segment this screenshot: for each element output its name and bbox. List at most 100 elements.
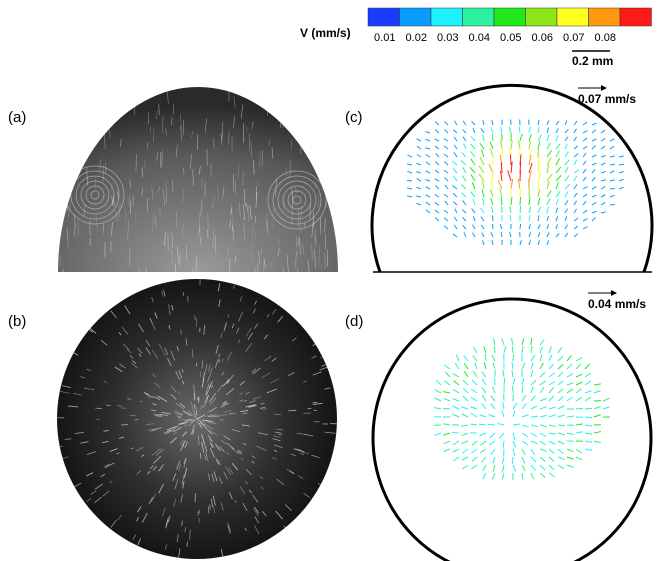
vector (491, 198, 493, 205)
vector (529, 240, 530, 245)
vector (454, 152, 457, 157)
vector (473, 347, 477, 353)
vector (531, 416, 538, 417)
vector (592, 169, 595, 173)
colorbar-swatch (463, 8, 495, 26)
vector (558, 457, 565, 460)
vector (538, 135, 541, 141)
streak (185, 527, 186, 532)
vector (574, 129, 577, 133)
vector (479, 415, 486, 417)
vector (471, 192, 475, 197)
vector (522, 378, 524, 385)
vector (603, 407, 610, 409)
vector (565, 233, 568, 237)
vector (547, 164, 549, 173)
vector (529, 224, 530, 229)
vector (417, 139, 421, 141)
vector (472, 441, 477, 446)
colorbar-swatch (400, 8, 432, 26)
vector (475, 362, 477, 369)
vector (444, 194, 448, 197)
vector (462, 210, 466, 213)
vector (540, 473, 545, 478)
vector (461, 184, 466, 189)
vector (407, 164, 412, 165)
streak (313, 90, 314, 98)
vector (493, 338, 495, 345)
vector (556, 175, 561, 181)
vector (417, 146, 421, 149)
vector (513, 433, 515, 440)
vector (473, 371, 477, 377)
vector (462, 433, 468, 436)
colorbar-swatch (494, 8, 526, 26)
vector (444, 398, 450, 401)
vector (531, 406, 537, 409)
vector (416, 187, 421, 189)
vector (453, 193, 457, 197)
vector (531, 465, 536, 470)
vector (549, 449, 554, 454)
streak (117, 100, 118, 112)
vector (558, 433, 565, 435)
vector (482, 190, 484, 197)
vector (583, 161, 586, 165)
vector (567, 433, 574, 435)
vector (501, 141, 502, 149)
streak (302, 115, 303, 128)
vector (574, 201, 577, 205)
vector (601, 212, 606, 213)
colorbar-tick-label: 0.02 (406, 32, 427, 44)
colorbar-tick-label: 0.01 (374, 32, 395, 44)
vector (491, 232, 493, 237)
vector (453, 406, 459, 409)
vector (425, 148, 430, 149)
streak (73, 138, 74, 151)
vector (435, 130, 439, 133)
vector (426, 154, 430, 157)
vector (463, 388, 468, 393)
vector (583, 227, 587, 229)
vector (585, 441, 592, 442)
vector (461, 407, 468, 409)
vector (601, 186, 605, 189)
vector (538, 127, 539, 133)
vector (576, 397, 582, 401)
vector (472, 380, 477, 385)
vector (511, 338, 513, 345)
streak (73, 90, 74, 108)
vector (538, 120, 539, 125)
vector (610, 188, 615, 189)
vector (556, 167, 561, 173)
vector (435, 186, 439, 189)
vector (522, 338, 524, 345)
vector (470, 407, 477, 409)
vector (454, 137, 457, 141)
vector (501, 127, 502, 133)
vector (574, 218, 578, 221)
vector (491, 449, 495, 455)
vector (470, 424, 477, 425)
vector (479, 174, 484, 181)
vector (482, 240, 484, 245)
vector (453, 441, 459, 445)
vector (567, 416, 574, 417)
vector-field-c (407, 119, 624, 245)
vector (491, 404, 495, 409)
vector (547, 158, 551, 165)
vector (567, 356, 571, 361)
vector (592, 177, 595, 181)
vector (503, 465, 504, 472)
vector (547, 199, 550, 205)
vector (540, 441, 546, 445)
vector (462, 465, 468, 469)
vector (594, 432, 601, 433)
vector (585, 425, 592, 426)
vector (434, 433, 441, 435)
vector (576, 408, 583, 409)
streak (306, 130, 307, 147)
vector (576, 374, 582, 377)
vector (592, 217, 596, 221)
vector (444, 146, 448, 149)
